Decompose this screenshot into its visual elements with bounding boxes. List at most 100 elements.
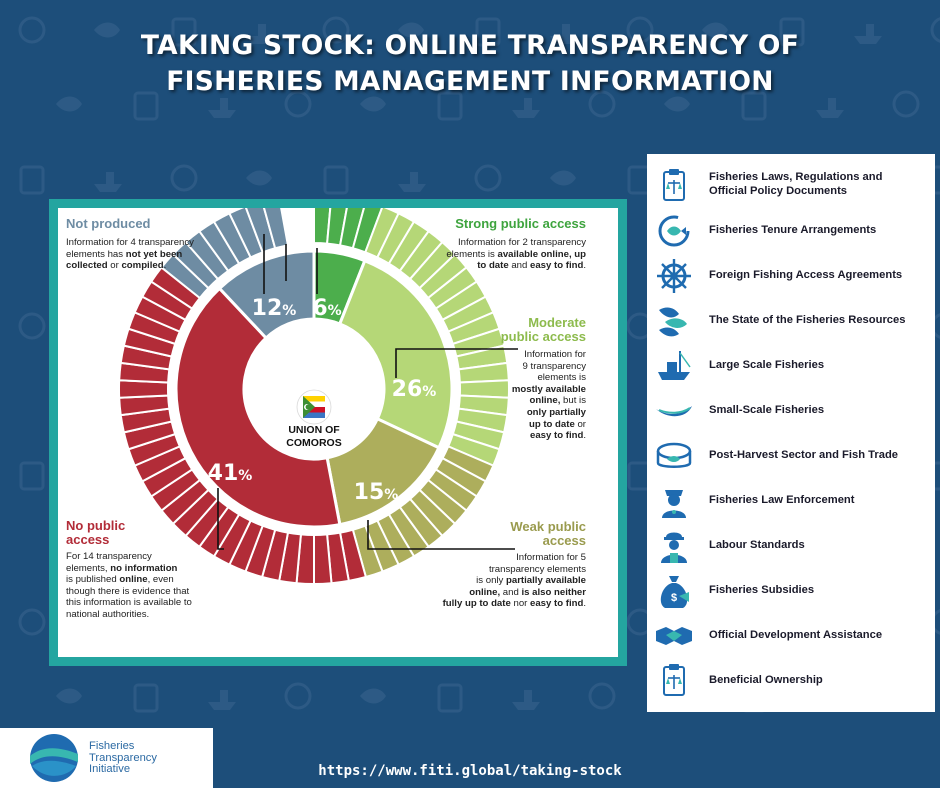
moderate-desc-line: 9 transparency (522, 360, 586, 372)
legend-item: $ Fisheries Subsidies (647, 567, 935, 612)
clipboard-scales-icon (655, 167, 693, 205)
moderate-desc-line: Information for (524, 349, 586, 360)
country-line-2: COMOROS (286, 437, 341, 449)
legend-label: Post-Harvest Sector and Fish Trade (709, 449, 899, 461)
leader-line (395, 348, 518, 378)
background-motif (360, 96, 386, 112)
country-line-1: UNION OF (288, 424, 340, 436)
none-desc-line: elements, no information (66, 562, 178, 574)
legend-item: Foreign Fishing Access Agreements (647, 252, 935, 297)
not-produced-desc-line: collected or compiled. (66, 260, 167, 272)
title-line-2: FISHERIES MANAGEMENT INFORMATION (166, 66, 774, 97)
weak-desc-line: fully up to date nor easy to find. (442, 598, 586, 610)
background-motif (18, 312, 46, 340)
percent-label: 6% (312, 296, 341, 321)
moderate-title-line: Moderate (528, 315, 586, 330)
logo-text-line: Initiative (89, 763, 131, 775)
moderate-desc-line: only partially (526, 406, 586, 418)
background-motif (246, 24, 274, 44)
canoe-icon (655, 392, 693, 430)
footer-url[interactable]: https://www.fiti.global/taking-stock (318, 763, 622, 779)
percent-label: 12% (252, 296, 297, 321)
legend-item: Labour Standards (647, 522, 935, 567)
moderate-desc-line: easy to find. (530, 430, 586, 442)
background-motif (18, 16, 46, 44)
background-motif (323, 165, 349, 195)
background-motif (437, 683, 463, 713)
weak-desc: Information for 5 transparency elements … (443, 552, 586, 610)
background-motif (18, 608, 46, 636)
officer-icon (655, 482, 693, 520)
handshake-icon (655, 617, 693, 655)
legend-label: Small-Scale Fisheries (709, 404, 825, 416)
not-produced-desc: Information for 4 transparency elements … (66, 237, 194, 272)
comoros-flag-icon (296, 389, 332, 425)
moderate-desc-line: online, but is (529, 395, 586, 407)
background-motif (94, 22, 120, 38)
ship-wheel-icon (655, 257, 693, 295)
background-motif (550, 170, 576, 186)
percent-label: 26% (392, 377, 437, 402)
background-motif (208, 690, 236, 710)
background-motif (588, 682, 616, 710)
leader-line (367, 520, 515, 550)
background-motif (94, 172, 122, 192)
legend-label: Labour Standards (709, 539, 805, 551)
legend-item: Beneficial Ownership (647, 657, 935, 702)
legend-item: Fisheries Tenure Arrangements (647, 207, 935, 252)
logo-text-line: Transparency (89, 751, 157, 764)
none-title-line: No public (66, 518, 126, 533)
outer-ring (118, 208, 511, 586)
background-motif (702, 22, 728, 38)
moderate-title-line: public access (500, 329, 586, 344)
background-motif (170, 164, 198, 192)
background-motif (171, 17, 197, 47)
circular-arrow-fish-icon (655, 212, 693, 250)
percent-labels: 6% 26% 15% 41% 12% (208, 296, 437, 505)
none-desc-line: though there is evidence that (66, 585, 190, 597)
legend-label: Fisheries Law Enforcement (709, 494, 855, 506)
background-motif (854, 24, 882, 44)
fiti-logo-text: Fisheries Transparency Initiative (89, 740, 157, 776)
legend-item: Fisheries Law Enforcement (647, 477, 935, 522)
legend-item: Large Scale Fisheries (647, 342, 935, 387)
background-motif (626, 16, 654, 44)
moderate-desc-line: elements is (537, 372, 586, 384)
fiti-logo-icon (30, 734, 78, 782)
background-motif (56, 96, 82, 112)
strong-desc-line: to date and easy to find. (477, 260, 586, 272)
none-desc-line: national authorities. (66, 608, 150, 620)
background-motif (474, 164, 502, 192)
donut-chart: UNION OF COMOROS 6% 26% 15% 41% 12% (118, 208, 518, 586)
moderate-desc-line: up to date or (528, 418, 586, 430)
background-motif (892, 90, 920, 118)
background-motif (322, 16, 350, 44)
background-motif (475, 17, 501, 47)
weak-desc-line: is only partially available (476, 575, 586, 587)
legend-item: The State of the Fisheries Resources (647, 297, 935, 342)
none-title-line: access (66, 532, 110, 547)
background-motif (246, 170, 272, 186)
background-motif (19, 165, 45, 195)
strong-desc-line: Information for 2 transparency (458, 237, 586, 248)
fish-can-icon (655, 437, 693, 475)
fiti-logo (0, 728, 213, 788)
background-motif (512, 690, 540, 710)
trawler-icon (655, 347, 693, 385)
weak-desc-line: online, and is also neither (469, 586, 586, 598)
center-hole (244, 319, 384, 459)
logo-text-line: Fisheries (89, 740, 135, 752)
leader-line (217, 488, 224, 550)
svg-text:$: $ (671, 592, 677, 604)
strong-desc-line: elements is available online, up (446, 248, 586, 260)
weak-title-line: access (542, 533, 586, 548)
moderate-desc-line: mostly available (511, 383, 586, 395)
legend-label: Foreign Fishing Access Agreements (709, 269, 903, 281)
chart-panel: UNION OF COMOROS 6% 26% 15% 41% 12% Not prod… (58, 208, 618, 657)
legend-item: Fisheries Laws, Regulations and Official … (647, 162, 935, 207)
background-motif (19, 461, 45, 491)
none-desc-line: For 14 transparency (66, 551, 152, 562)
background-motif (133, 91, 159, 121)
background-motif (741, 91, 767, 121)
